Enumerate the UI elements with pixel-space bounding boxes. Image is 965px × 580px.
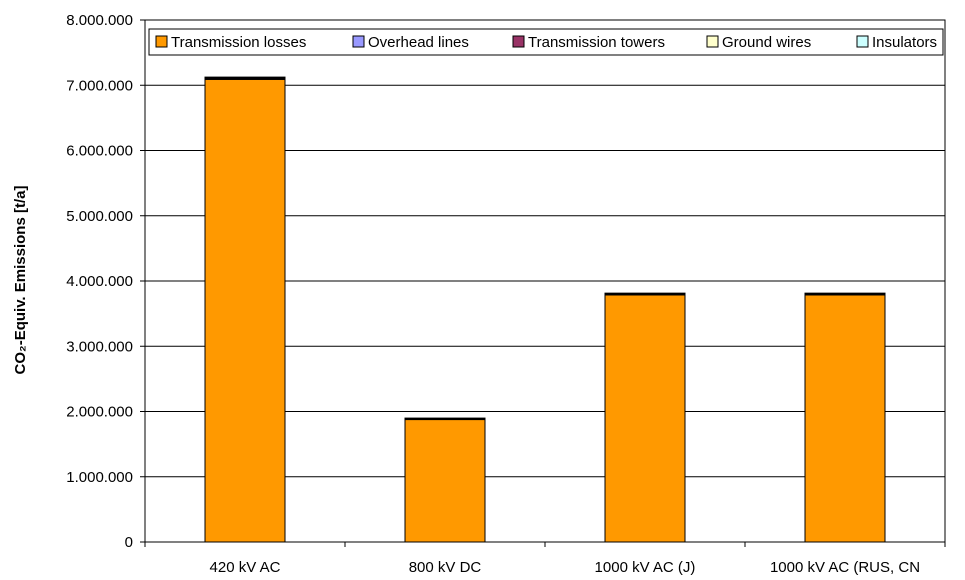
legend-box: [148, 28, 944, 56]
y-tick-label: 0: [125, 534, 133, 551]
legend-label: Overhead lines: [368, 34, 469, 51]
bar-segment: [404, 418, 486, 543]
x-category-label: 1000 kV AC (RUS, CN: [770, 559, 920, 576]
axes: [140, 19, 946, 547]
legend-label: Ground wires: [722, 34, 811, 51]
y-tick-labels: 0 1.000.000 2.000.000 3.000.000 4.000.000 5.0…: [66, 12, 133, 551]
x-category-label: 800 kV DC: [409, 559, 482, 576]
legend-swatch: [155, 35, 168, 48]
x-category-labels: 420 kV AC 800 kV DC 1000 kV AC (J) 1000 kV …: [210, 559, 920, 576]
bar-segment: [204, 76, 286, 79]
y-tick-label: 2.000.000: [66, 404, 133, 421]
bar-segment: [604, 292, 686, 295]
bar-segment: [604, 294, 686, 543]
y-tick-label: 6.000.000: [66, 143, 133, 160]
y-tick-label: 4.000.000: [66, 273, 133, 290]
y-tick-label: 5.000.000: [66, 208, 133, 225]
bar-segment: [404, 417, 486, 420]
bar-segment: [804, 294, 886, 543]
bars: [204, 76, 886, 543]
legend-swatch: [706, 35, 719, 48]
bar-segment: [804, 292, 886, 295]
legend-swatch: [352, 35, 365, 48]
legend: Transmission losses Overhead lines Transmi…: [148, 28, 944, 56]
y-axis-label: CO₂-Equiv. Emissions [t/a]: [12, 186, 29, 375]
legend-label: Transmission towers: [528, 34, 665, 51]
y-tick-label: 8.000.000: [66, 12, 133, 29]
legend-label: Transmission losses: [171, 34, 306, 51]
x-category-label: 420 kV AC: [210, 559, 281, 576]
legend-label: Insulators: [872, 34, 937, 51]
y-tick-label: 7.000.000: [66, 77, 133, 94]
y-tick-label: 1.000.000: [66, 469, 133, 486]
y-tick-label: 3.000.000: [66, 338, 133, 355]
x-category-label: 1000 kV AC (J): [595, 559, 696, 576]
legend-swatch: [856, 35, 869, 48]
bar-segment: [204, 78, 286, 543]
legend-swatch: [512, 35, 525, 48]
